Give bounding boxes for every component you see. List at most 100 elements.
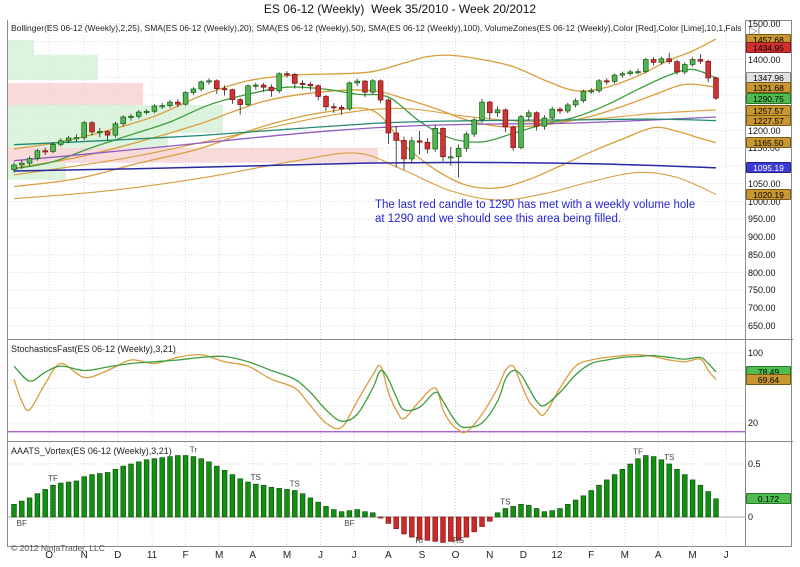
candle-body [299, 82, 306, 85]
y-axis-tick: 850.00 [748, 249, 776, 260]
vortex-bar [151, 458, 158, 518]
overlay-sma-teal [13, 118, 717, 146]
x-axis-label: O [451, 550, 460, 561]
candle-body [432, 128, 438, 150]
price-marker: 0.172 [746, 493, 791, 505]
candle-body [377, 80, 384, 101]
x-axis-label: D [114, 550, 122, 561]
panel-separator [7, 339, 793, 340]
vortex-bar [11, 503, 17, 518]
vortex-bar [346, 510, 353, 518]
vortex-bar [26, 497, 33, 518]
annotation-text[interactable]: The last red candle to 1290 has met with… [375, 198, 745, 226]
candle-body [541, 117, 548, 127]
vortex-bar [549, 510, 555, 518]
candle-body [572, 100, 579, 106]
candle-body [526, 112, 532, 118]
vortex-state-label: TS [664, 453, 674, 462]
overlay-sma100 [13, 161, 717, 172]
vortex-bar [245, 481, 251, 518]
overlay-bollinger-upper [13, 38, 717, 150]
x-axis-label: J [723, 550, 729, 561]
vortex-bar [627, 463, 633, 518]
panel-separator [7, 441, 793, 442]
candle-body [580, 91, 587, 102]
vortex-bar [112, 468, 119, 518]
candle-body [479, 101, 485, 121]
candle-body [557, 108, 563, 112]
vortex-bar [689, 479, 696, 518]
vortex-bar [19, 500, 25, 518]
candle-body [104, 131, 111, 136]
candle-body [237, 99, 243, 105]
y-axis-tick: 800.00 [748, 267, 776, 278]
annotation-line-2: at 1290 and we should see this area bein… [375, 213, 622, 225]
vortex-panel[interactable]: BF TF Tr TS TS BF Rr RS TS TF TS [8, 442, 745, 546]
vortex-state-label: RS [453, 536, 464, 545]
vortex-bar [42, 489, 48, 518]
candle-body [323, 96, 329, 108]
x-axis-label: A [385, 550, 392, 561]
candle-body [175, 101, 181, 105]
vortex-state-label: BF [17, 519, 27, 528]
price-axis-separator [745, 20, 746, 547]
vortex-bar [206, 461, 212, 518]
x-axis-label: A [249, 550, 256, 561]
candle-body [26, 158, 33, 164]
vortex-bar [331, 509, 337, 518]
x-axis-label: M [214, 550, 224, 561]
vortex-bar [424, 516, 431, 541]
vortex-bar [510, 506, 516, 518]
candle-body [206, 80, 212, 83]
annotation-line-1: The last red candle to 1290 has met with… [375, 199, 696, 211]
x-axis-label: J [318, 550, 324, 561]
vortex-bar [276, 488, 282, 518]
candle-body [143, 110, 150, 113]
vortex-bar [237, 478, 243, 518]
x-axis-label: M [620, 550, 629, 561]
price-marker: 69.64 [746, 374, 791, 386]
vortex-bar [385, 516, 392, 524]
vortex-bar [604, 479, 610, 518]
vortex-state-label: TF [633, 448, 643, 457]
candle-body [635, 71, 641, 74]
vortex-state-label: TS [251, 473, 261, 482]
candle-body [245, 85, 251, 105]
go-to-last-bar-icon[interactable]: ▷| [749, 25, 761, 37]
candle-body [11, 164, 17, 170]
vortex-bar [120, 465, 126, 518]
vortex-bar [97, 473, 103, 518]
main-price-panel[interactable] [8, 20, 745, 339]
candle-body [494, 109, 501, 114]
vortex-state-label: TS [290, 480, 300, 489]
stochastics-panel[interactable] [8, 340, 745, 441]
volume-zone-green [8, 54, 98, 81]
vortex-bar [34, 493, 41, 518]
x-axis-label: O [45, 550, 53, 561]
candle-body [268, 86, 275, 92]
vortex-bar [104, 472, 111, 518]
vortex-bar [432, 516, 438, 542]
candle-body [596, 80, 602, 92]
stochastics-label: StochasticsFast(ES 06-12 (Weekly),3,21) [11, 344, 176, 354]
overlay-band-slow-lower [13, 152, 717, 201]
vortex-bar [705, 491, 711, 518]
vortex-state-label: Tr [190, 446, 198, 455]
vortex-bar [588, 490, 594, 518]
vortex-bar [221, 470, 228, 518]
candle-body [58, 140, 64, 145]
candle-body [338, 107, 345, 110]
vortex-bar [518, 503, 524, 518]
vortex-bar [479, 516, 485, 527]
stoch-slow-line [13, 354, 717, 429]
vortex-bar [502, 508, 509, 518]
candle-body [463, 133, 470, 149]
candle-body [167, 101, 173, 106]
vortex-bar [50, 484, 56, 518]
vortex-state-label: TS [500, 498, 510, 507]
y-axis-tick: 700.00 [748, 303, 776, 313]
candle-body [455, 147, 462, 158]
candle-body [697, 59, 704, 62]
candle-body [393, 132, 399, 141]
price-marker: 1165.50 [746, 137, 791, 149]
